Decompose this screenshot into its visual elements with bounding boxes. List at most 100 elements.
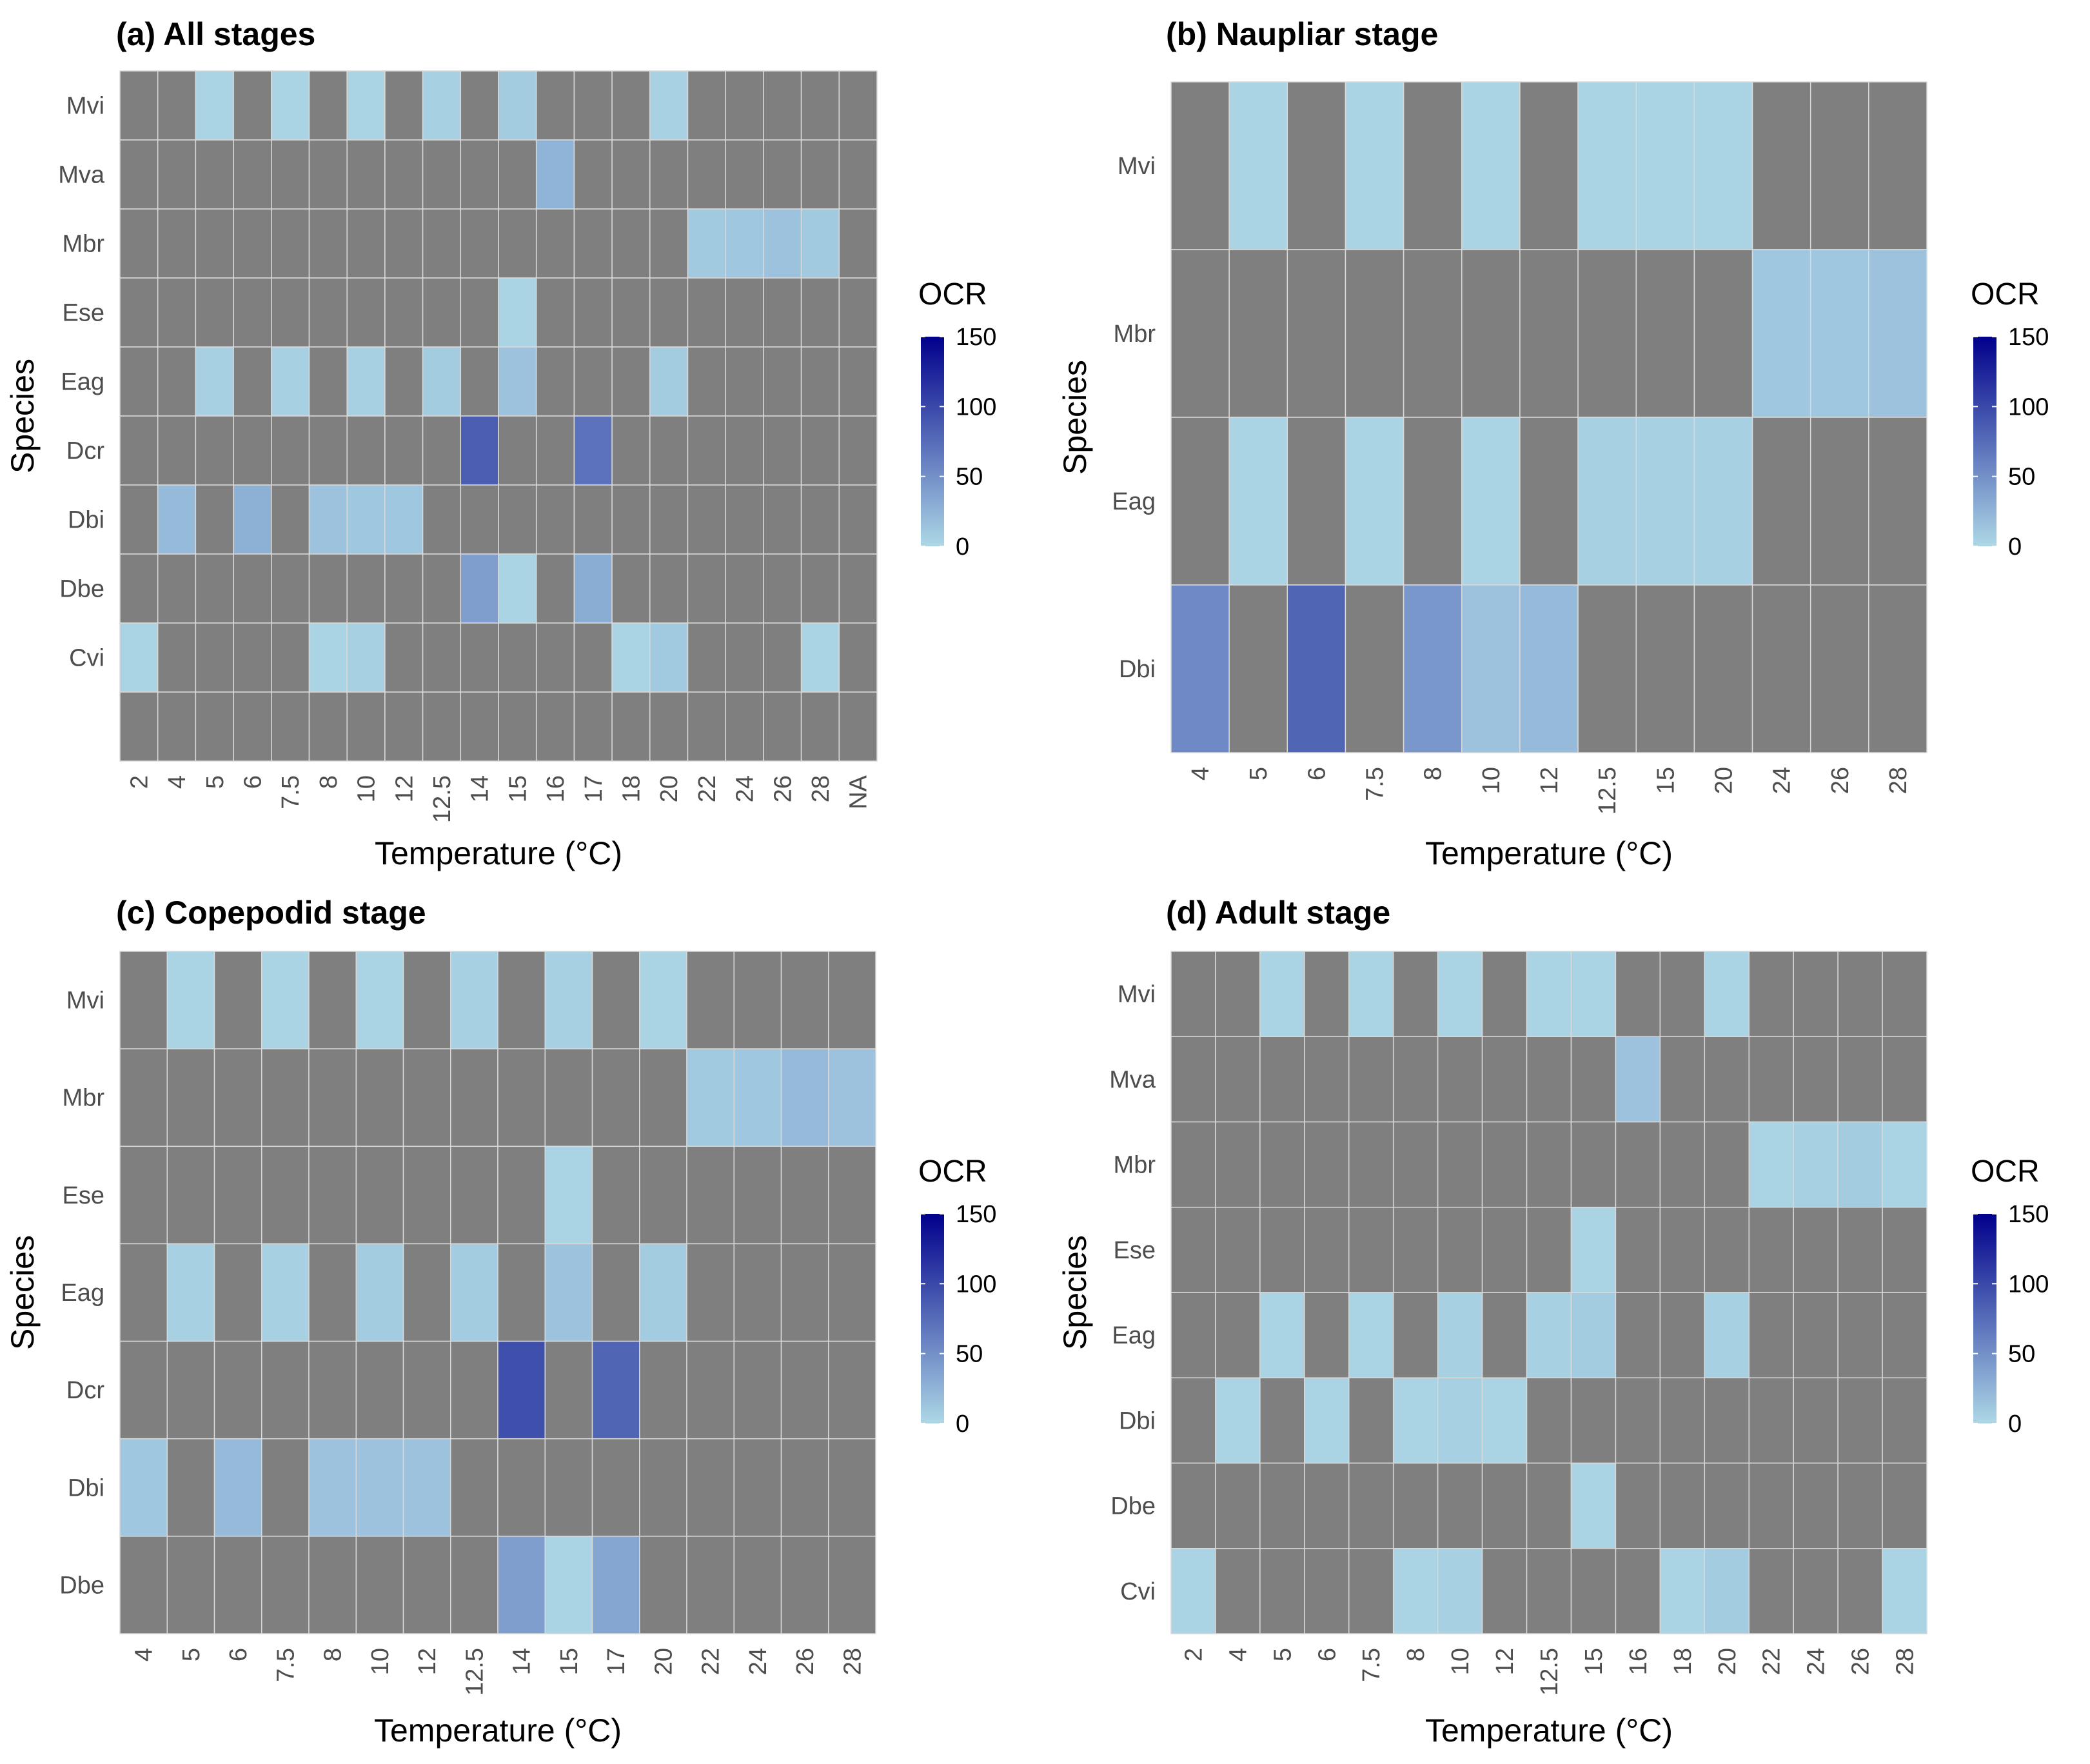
heatmap-cell <box>780 1048 829 1147</box>
heatmap-cell <box>1437 1207 1483 1293</box>
heatmap-cell <box>1304 951 1350 1037</box>
heatmap-cell <box>213 1536 262 1634</box>
heatmap-cell <box>611 70 651 141</box>
heatmap-cell <box>346 691 386 762</box>
heatmap-cell <box>498 553 537 624</box>
heatmap-cell <box>686 1340 734 1440</box>
heatmap-cell <box>1577 417 1637 586</box>
heatmap-cell <box>1615 1207 1661 1293</box>
heatmap-cell <box>1704 951 1750 1037</box>
heatmap-cell <box>1348 1207 1394 1293</box>
heatmap-cell <box>686 1243 734 1342</box>
x-tick-label: 17 <box>603 1648 630 1675</box>
legend-tick-label: 50 <box>2008 1341 2035 1368</box>
panel-title: (b) Naupliar stage <box>1166 16 1438 52</box>
heatmap-cell <box>763 553 802 624</box>
heatmap-cell <box>119 1243 168 1342</box>
heatmap-cell <box>1215 1036 1261 1123</box>
heatmap-cell <box>450 1243 498 1342</box>
heatmap-cell <box>355 1145 404 1245</box>
heatmap-cell <box>384 139 424 210</box>
heatmap-cell <box>450 951 498 1049</box>
heatmap-cell <box>1659 951 1706 1037</box>
heatmap-cell <box>1659 1121 1706 1208</box>
heatmap-cell <box>119 1340 168 1440</box>
x-axis-title: Temperature (°C) <box>375 835 622 871</box>
heatmap-cell <box>725 622 764 693</box>
heatmap-cell <box>1793 1292 1839 1378</box>
heatmap-cell <box>498 484 537 555</box>
heatmap-cell <box>573 277 613 348</box>
heatmap-cell <box>119 70 159 141</box>
heatmap-cell <box>1751 417 1811 586</box>
heatmap-cell <box>460 139 499 210</box>
heatmap-cell <box>422 622 462 693</box>
heatmap-cell <box>544 1438 593 1537</box>
heatmap-cell <box>535 484 575 555</box>
heatmap-cell <box>591 1145 640 1245</box>
heatmap-cell <box>1748 1462 1794 1549</box>
heatmap-cell <box>1437 1036 1483 1123</box>
heatmap-cell <box>1170 249 1230 418</box>
heatmap-cell <box>157 484 197 555</box>
heatmap-cell <box>1481 1121 1528 1208</box>
heatmap-cell <box>828 951 876 1049</box>
heatmap-cell <box>1837 1548 1883 1634</box>
heatmap-cell <box>1215 1121 1261 1208</box>
heatmap-cell <box>1287 81 1346 250</box>
heatmap-cell <box>535 691 575 762</box>
heatmap-cell <box>1577 249 1637 418</box>
heatmap-cell <box>1868 417 1927 586</box>
heatmap-cell <box>1809 584 1869 753</box>
heatmap-cell <box>1693 584 1753 753</box>
heatmap-cell <box>1287 417 1346 586</box>
heatmap-cell <box>1693 249 1753 418</box>
heatmap-cell <box>233 553 272 624</box>
heatmap-cell <box>1348 1121 1394 1208</box>
x-tick-label: 7.5 <box>1362 767 1389 801</box>
heatmap-cell <box>166 1048 215 1147</box>
heatmap-cell <box>422 553 462 624</box>
heatmap-cell <box>639 1438 687 1537</box>
heatmap-cell <box>1748 1292 1794 1378</box>
heatmap-cell <box>1392 1292 1439 1378</box>
heatmap-cell <box>733 1243 782 1342</box>
heatmap-cell <box>1461 249 1521 418</box>
x-tick-label: 22 <box>1759 1648 1786 1675</box>
heatmap-cell <box>1748 1121 1794 1208</box>
heatmap-cell <box>1392 1548 1439 1634</box>
heatmap-cell <box>308 484 348 555</box>
x-tick-label: 6 <box>239 775 266 789</box>
heatmap-cell <box>166 1340 215 1440</box>
heatmap-cell <box>308 553 348 624</box>
x-tick-label: 26 <box>792 1648 819 1675</box>
heatmap-cell <box>1287 584 1346 753</box>
x-tick-label: 8 <box>315 775 342 789</box>
heatmap-cell <box>497 1438 546 1537</box>
y-tick-label: Dbi <box>1119 656 1156 683</box>
heatmap-cell <box>119 1048 168 1147</box>
heatmap-cell <box>1228 584 1288 753</box>
heatmap-cell <box>355 1243 404 1342</box>
heatmap-cell <box>838 208 878 279</box>
legend-tick-label: 100 <box>2008 1271 2049 1298</box>
heatmap-cell <box>402 1145 451 1245</box>
y-axis-title: Species <box>5 1235 41 1350</box>
heatmap-cell <box>1704 1462 1750 1549</box>
heatmap-cell <box>271 691 310 762</box>
heatmap-cell <box>1481 1207 1528 1293</box>
heatmap-cell <box>119 208 159 279</box>
heatmap-cell <box>1392 1036 1439 1123</box>
heatmap-cell <box>838 553 878 624</box>
x-tick-label: 10 <box>1447 1648 1474 1675</box>
heatmap-cell <box>591 951 640 1049</box>
heatmap-cell <box>166 1438 215 1537</box>
heatmap-cell <box>1882 951 1927 1037</box>
heatmap-cell <box>271 70 310 141</box>
heatmap-cell <box>308 1048 357 1147</box>
heatmap-cell <box>271 208 310 279</box>
heatmap-cell <box>460 553 499 624</box>
heatmap-cell <box>1461 81 1521 250</box>
heatmap-cell <box>1748 1207 1794 1293</box>
heatmap-cell <box>450 1340 498 1440</box>
